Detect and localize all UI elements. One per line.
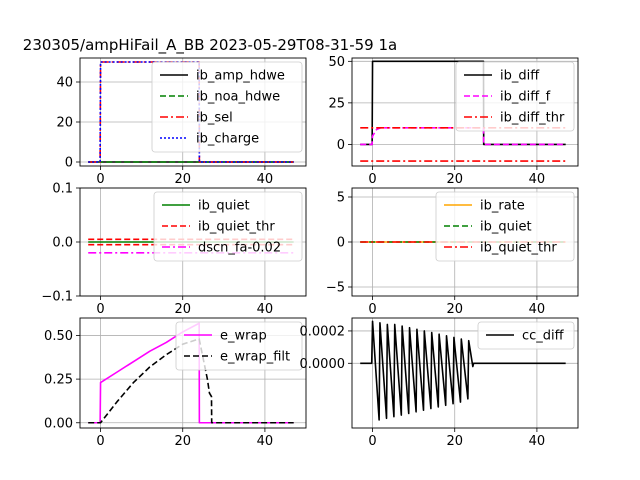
y-tick-label: 0.25 [44,373,73,388]
x-tick-label: 20 [174,302,191,317]
axes-frame [351,57,579,167]
legend-label: dscn_fa-0.02 [198,241,281,256]
x-tick-label: 40 [257,302,274,317]
x-tick-label: 40 [529,302,546,317]
y-tick-label: 40 [56,76,73,91]
y-tick-label: 0 [65,156,73,171]
legend: ib_amp_hdwe ib_noa_hdwe ib_sel ib_charge [151,61,303,153]
x-tick-label: 40 [529,172,546,187]
legend-label: ib_sel [196,111,233,126]
series-line-ib-charge [88,61,294,163]
axes-frame [79,57,307,167]
legend-box [455,61,575,132]
legend-box [435,191,575,262]
subplot-6: 0 20 40 0.0000 0.0002 cc_diff [300,317,579,449]
y-tick-label: 25 [328,96,345,111]
legend-label: ib_noa_hdwe [196,90,280,105]
legend: ib_quiet ib_quiet_thr dscn_fa-0.02 [153,191,303,262]
x-tick-label: 40 [257,172,274,187]
x-tick-label: 20 [174,172,191,187]
subplot-4: 0 20 40 −5 0 5 ib_rate ib_quiet ib_quiet_thr [326,187,579,317]
subplot-2: 0 20 40 0 25 50 ib_diff ib_diff_f ib_diff_thr [328,55,579,187]
legend-label: ib_diff_f [500,90,551,105]
subplot-5: 0 20 40 0.00 0.25 0.50 e_wrap e_wrap_filt [44,317,307,449]
legend-label: ib_quiet [480,220,532,235]
x-tick-label: 0 [96,172,104,187]
legend: ib_rate ib_quiet ib_quiet_thr [435,191,575,262]
x-tick-label: 0 [96,302,104,317]
y-tick-label: 0.50 [44,329,73,344]
legend-box [175,321,303,371]
legend-label: ib_quiet [198,199,250,214]
legend-box [151,61,303,153]
x-tick-label: 40 [529,434,546,449]
x-tick-label: 20 [446,302,463,317]
y-tick-label: 5 [337,191,345,206]
legend: e_wrap e_wrap_filt [175,321,303,371]
y-tick-label: 50 [328,55,345,70]
legend-label: ib_charge [196,132,259,147]
legend: ib_diff ib_diff_f ib_diff_thr [455,61,575,132]
y-tick-label: −0.1 [41,290,73,305]
legend-box [477,321,575,350]
legend-box [153,191,303,262]
series-line-ib-diff-f [360,126,566,146]
legend-label: ib_rate [480,199,525,214]
y-tick-label: 0.1 [52,182,73,197]
y-tick-label: 0.0002 [300,324,346,339]
legend: cc_diff [477,321,575,350]
legend-label: ib_quiet_thr [198,220,275,235]
x-tick-label: 20 [174,434,191,449]
y-tick-label: −5 [326,281,345,296]
series-line-cc-diff [360,320,566,421]
y-tick-label: 0 [337,138,345,153]
y-tick-label: 0 [337,236,345,251]
legend-label: e_wrap [220,329,267,344]
y-tick-label: 0.00 [44,416,73,431]
legend-label: ib_diff_thr [500,111,565,126]
legend-label: ib_quiet_thr [480,241,557,256]
legend-label: cc_diff [522,329,565,344]
x-tick-label: 40 [257,434,274,449]
axes-frame [351,187,579,297]
x-tick-label: 20 [446,434,463,449]
y-tick-label: 0.0 [52,236,73,251]
x-tick-label: 20 [446,172,463,187]
figure-title: 230305/ampHiFail_A_BB 2023-05-29T08-31-5… [23,36,397,55]
subplot-3: 0 20 40 −0.1 0.0 0.1 ib_quiet ib_quiet_thr dscn_… [41,182,307,317]
axes-frame [79,317,307,429]
x-tick-label: 0 [368,172,376,187]
y-tick-label: 0.0000 [300,357,346,372]
series-line-e-wrap-filt [88,338,294,424]
axes-frame [351,317,579,429]
x-tick-label: 0 [368,302,376,317]
x-tick-label: 0 [368,434,376,449]
x-tick-label: 0 [96,434,104,449]
legend-label: e_wrap_filt [220,350,290,365]
y-tick-label: 20 [56,116,73,131]
legend-label: ib_diff [500,69,540,84]
legend-label: ib_amp_hdwe [196,69,285,84]
axes-frame [79,187,307,297]
